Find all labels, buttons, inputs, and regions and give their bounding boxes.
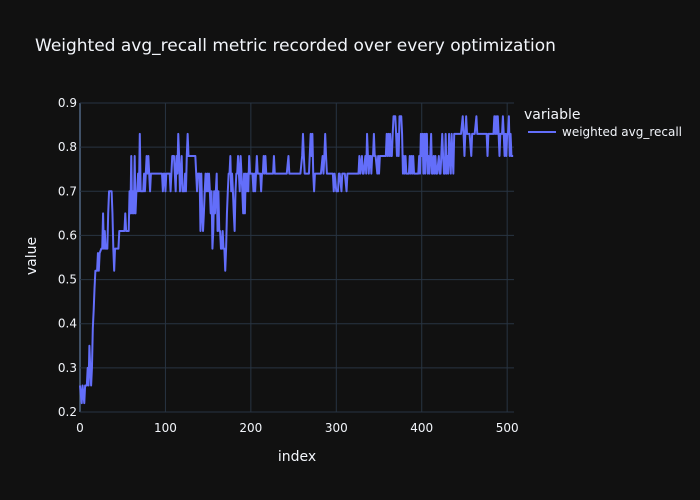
legend[interactable]: variable weighted avg_recall (524, 107, 682, 139)
x-axis-title: index (278, 449, 316, 465)
x-tick-label: 400 (410, 421, 433, 435)
x-tick-label: 200 (239, 421, 262, 435)
y-tick-label: 0.7 (58, 184, 77, 198)
y-tick-label: 0.4 (58, 317, 77, 331)
legend-title: variable (524, 107, 580, 123)
plot-area[interactable]: 0 100 200 300 400 500 0.2 0.3 0.4 0.5 0.6 0.7 0.8 0.9 (58, 96, 519, 435)
y-tick-label: 0.8 (58, 140, 77, 154)
y-axis-title: value (24, 237, 40, 275)
y-tick-label: 0.9 (58, 96, 77, 110)
x-tick-label: 100 (154, 421, 177, 435)
y-tick-label: 0.3 (58, 361, 77, 375)
x-tick-label: 300 (325, 421, 348, 435)
series-line[interactable] (79, 115, 514, 405)
chart-title: Weighted avg_recall metric recorded over… (35, 36, 556, 56)
y-tick-label: 0.2 (58, 405, 77, 419)
legend-item-label: weighted avg_recall (562, 125, 682, 139)
y-tick-label: 0.5 (58, 273, 77, 287)
x-tick-label: 0 (76, 421, 84, 435)
y-tick-label: 0.6 (58, 228, 77, 242)
x-tick-label: 500 (496, 421, 519, 435)
